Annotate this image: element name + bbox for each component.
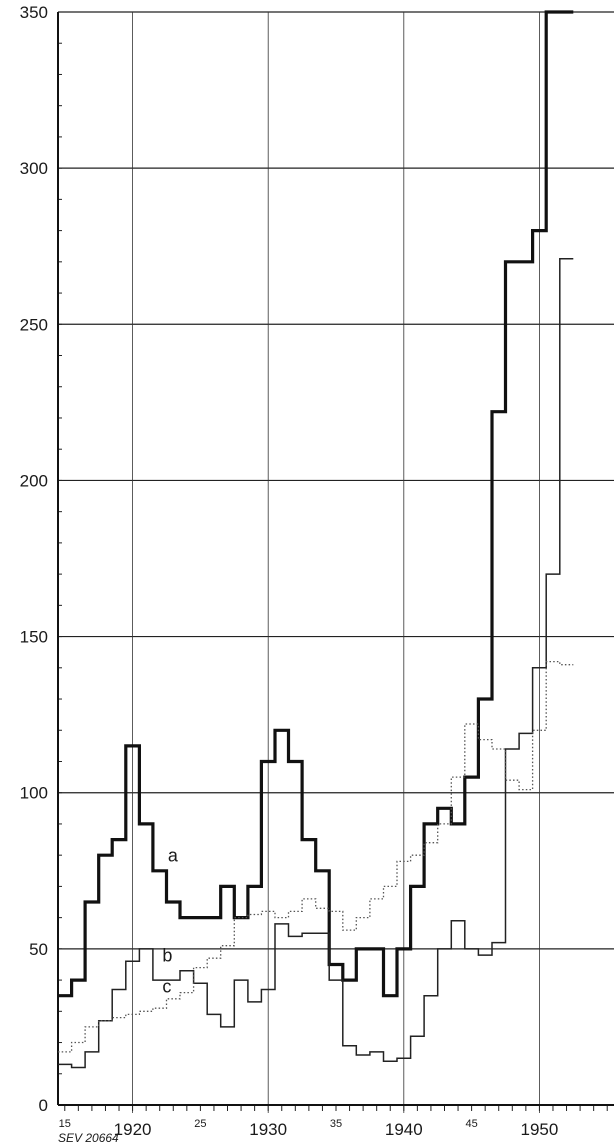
tick-labels: 0 50 100 150 200 250 300 350 1920 1930 1940 1950 15 2…	[20, 3, 559, 1139]
series-label-b: b	[162, 945, 172, 965]
x-tick-label-1915: 15	[59, 1118, 71, 1130]
series-label-c: c	[162, 977, 171, 997]
x-tick-label-1945: 45	[465, 1118, 477, 1130]
vertical-lines	[132, 12, 540, 1113]
x-tick-label-1940: 1940	[385, 1120, 423, 1139]
series-a-line	[58, 10, 574, 998]
figure-code: SEV 20664	[58, 1131, 119, 1145]
x-tick-label-1950: 1950	[521, 1120, 559, 1139]
y-tick-label-50: 50	[29, 940, 48, 959]
axes	[57, 11, 614, 1111]
series-group	[58, 10, 574, 1069]
y-tick-label-300: 300	[20, 159, 48, 178]
series-labels: a bc	[162, 845, 178, 996]
x-tick-label-1930: 1930	[249, 1120, 287, 1139]
y-tick-label-0: 0	[39, 1096, 48, 1115]
y-tick-label-350: 350	[20, 3, 48, 22]
y-tick-label-200: 200	[20, 471, 48, 490]
y-tick-label-250: 250	[20, 315, 48, 334]
series-label-a: a	[168, 845, 179, 865]
x-tick-label-1925: 25	[194, 1118, 206, 1130]
gridlines	[58, 11, 614, 950]
y-tick-label-150: 150	[20, 628, 48, 647]
x-tick-label-1935: 35	[330, 1118, 342, 1130]
x-tick-label-1920: 1920	[114, 1120, 152, 1139]
series-b-line	[58, 257, 574, 1069]
y-tick-label-100: 100	[20, 784, 48, 803]
